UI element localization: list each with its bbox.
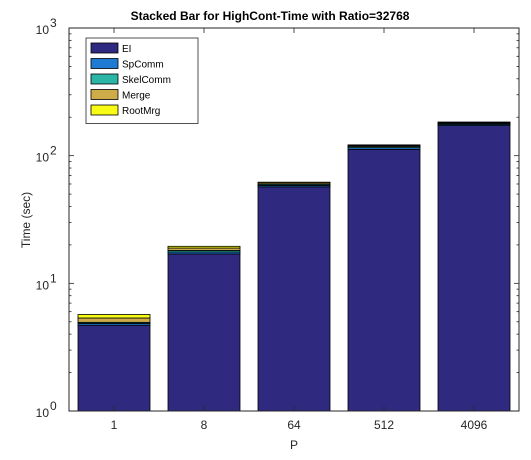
bar-ei-512: [347, 148, 421, 412]
x-tick-label: 4096: [461, 418, 488, 432]
y-tick-exponent: 3: [50, 16, 57, 30]
y-tick-exponent: 1: [50, 271, 57, 285]
legend-label-ei: EI: [122, 44, 131, 55]
y-tick-label: 10: [36, 23, 50, 37]
legend: EI SpComm SkelComm Merge RootMrg: [85, 37, 199, 124]
chart-title: Stacked Bar for HighCont-Time with Ratio…: [131, 9, 410, 23]
legend-swatch-ei: [90, 42, 119, 54]
legend-swatch-rootmrg: [90, 104, 119, 116]
x-tick-label: 64: [287, 418, 301, 432]
bar-rootmrg-64: [257, 181, 331, 184]
bar-ei-1: [77, 324, 151, 412]
legend-swatch-merge: [90, 89, 119, 100]
bar-ei-64: [257, 186, 331, 412]
bars-group: [77, 121, 511, 412]
legend-label-spcomm: SpComm: [122, 60, 164, 71]
x-axis-label: P: [290, 438, 298, 452]
legend-swatch-skelcomm: [90, 73, 119, 85]
bar-ei-8: [167, 253, 241, 412]
legend-label-skelcomm: SkelComm: [122, 75, 171, 86]
bar-rootmrg-4096: [437, 121, 511, 124]
y-axis-label: Time (sec): [19, 192, 33, 248]
bar-merge-1: [77, 317, 151, 323]
bar-ei-4096: [437, 125, 511, 412]
legend-label-merge: Merge: [122, 91, 151, 102]
y-tick-exponent: 0: [50, 399, 57, 413]
legend-label-rootmrg: RootMrg: [122, 106, 160, 117]
x-tick-label: 512: [374, 418, 394, 432]
legend-swatch-spcomm: [90, 58, 119, 69]
y-tick-label: 10: [36, 151, 50, 165]
x-tick-label: 8: [201, 418, 208, 432]
y-tick-label: 10: [36, 278, 50, 292]
bar-rootmrg-1: [77, 314, 151, 319]
x-tick-label: 1: [111, 418, 118, 432]
y-tick-exponent: 2: [50, 144, 57, 158]
y-tick-label: 10: [36, 406, 50, 420]
x-axis: 1 8 64 512 4096: [111, 28, 488, 432]
bar-rootmrg-8: [167, 245, 241, 249]
bar-rootmrg-512: [347, 144, 421, 146]
